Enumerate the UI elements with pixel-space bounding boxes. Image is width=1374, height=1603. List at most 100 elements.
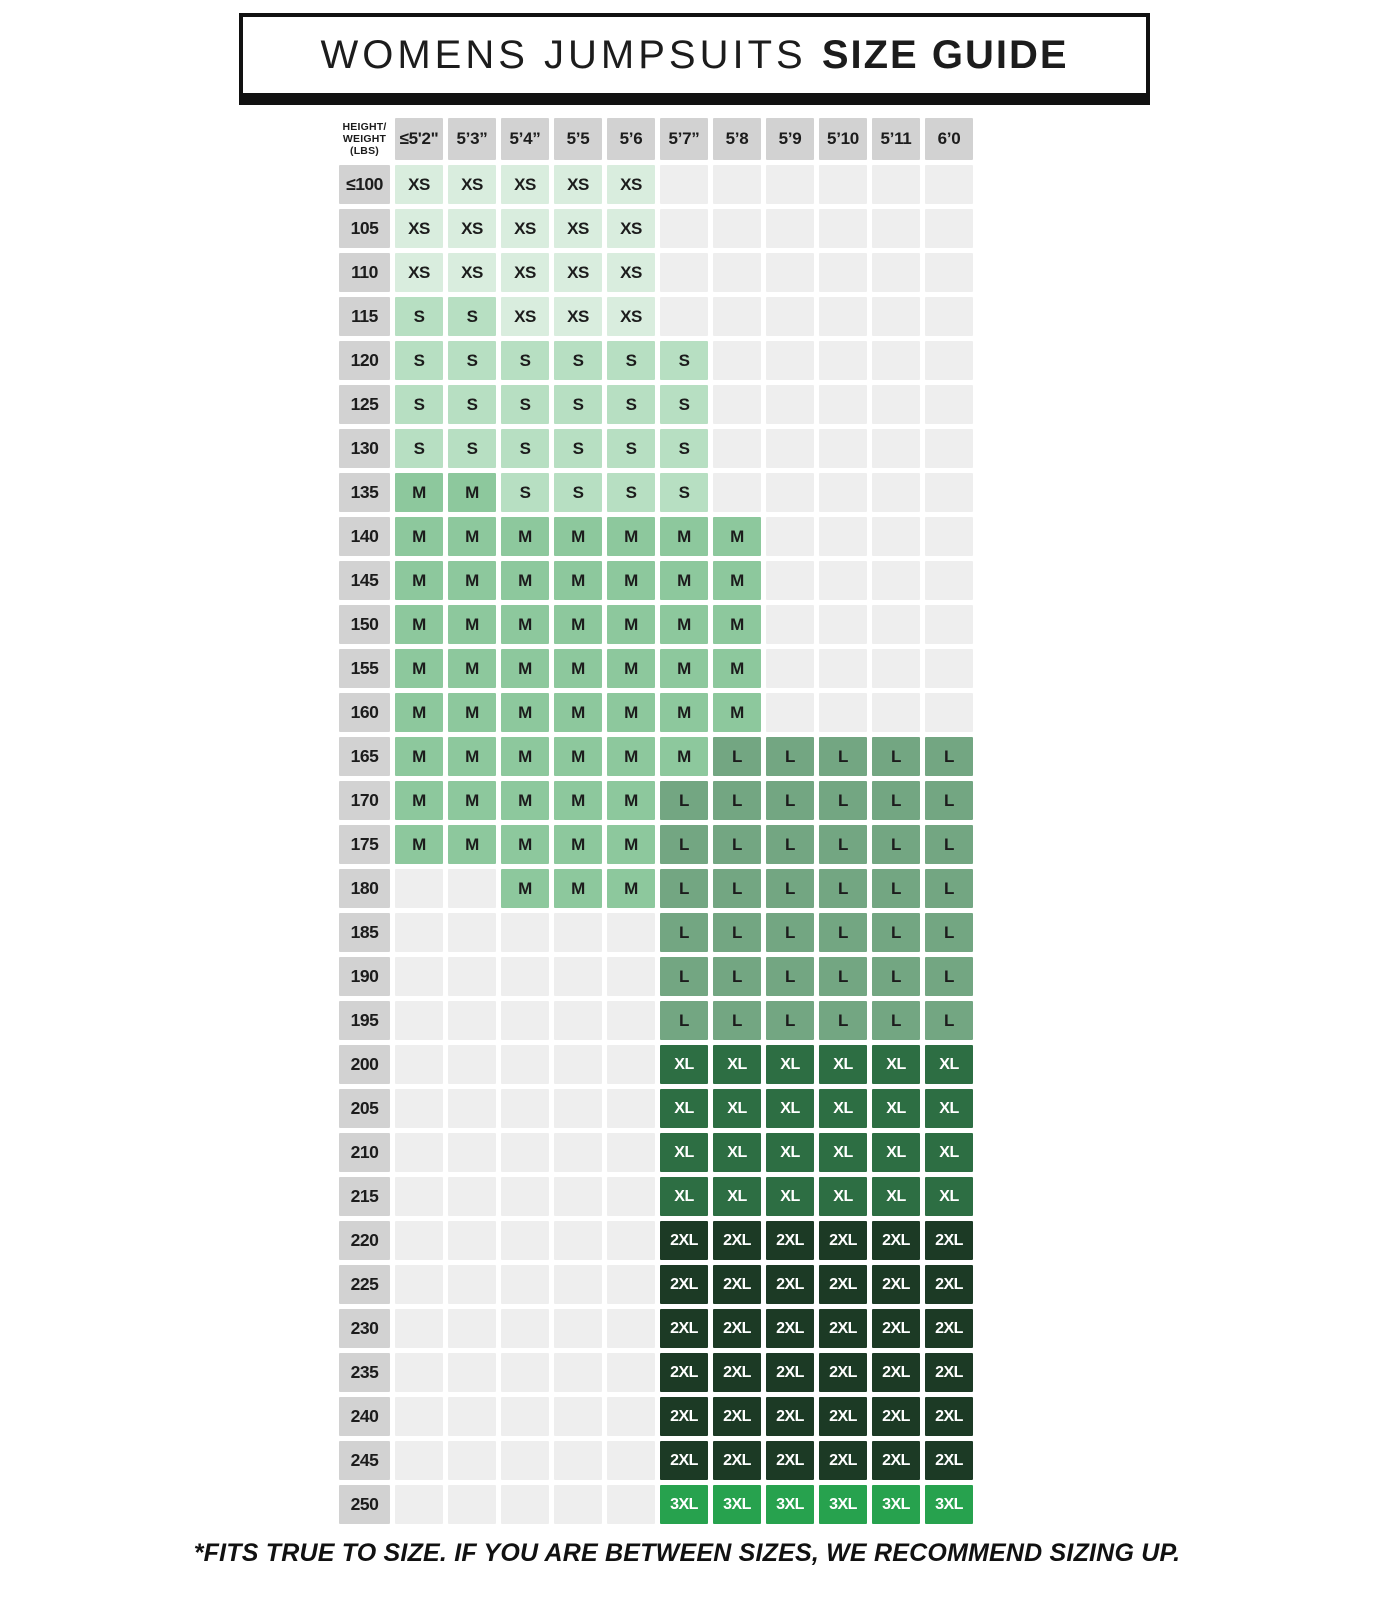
empty-cell	[395, 1353, 443, 1392]
empty-cell	[448, 1309, 496, 1348]
empty-cell	[501, 1045, 549, 1084]
empty-cell	[925, 209, 973, 248]
size-cell-2xl: 2XL	[925, 1221, 973, 1260]
size-cell-l: L	[819, 913, 867, 952]
empty-cell	[925, 473, 973, 512]
weight-row-header: 105	[339, 209, 390, 248]
size-cell-2xl: 2XL	[713, 1265, 761, 1304]
size-cell-s: S	[660, 385, 708, 424]
size-cell-s: S	[660, 429, 708, 468]
size-cell-m: M	[448, 517, 496, 556]
size-cell-m: M	[713, 517, 761, 556]
size-cell-m: M	[395, 737, 443, 776]
table-row: 240 2XL 2XL 2XL 2XL 2XL 2XL	[339, 1397, 973, 1436]
empty-cell	[501, 1221, 549, 1260]
size-cell-m: M	[713, 693, 761, 732]
size-cell-s: S	[448, 297, 496, 336]
height-column-header: 5’6	[607, 118, 655, 160]
size-cell-2xl: 2XL	[660, 1265, 708, 1304]
size-cell-m: M	[607, 869, 655, 908]
empty-cell	[554, 1265, 602, 1304]
size-cell-m: M	[395, 649, 443, 688]
height-column-header: 6’0	[925, 118, 973, 160]
table-row: 205 XL XL XL XL XL XL	[339, 1089, 973, 1128]
height-column-header: 5’10	[819, 118, 867, 160]
empty-cell	[713, 165, 761, 204]
size-cell-l: L	[660, 957, 708, 996]
size-cell-2xl: 2XL	[872, 1221, 920, 1260]
weight-row-header: 170	[339, 781, 390, 820]
size-cell-2xl: 2XL	[819, 1309, 867, 1348]
weight-row-header: 120	[339, 341, 390, 380]
size-cell-xs: XS	[448, 165, 496, 204]
size-cell-2xl: 2XL	[766, 1353, 814, 1392]
size-cell-l: L	[713, 825, 761, 864]
size-cell-l: L	[872, 957, 920, 996]
size-cell-l: L	[660, 825, 708, 864]
empty-cell	[607, 1309, 655, 1348]
size-cell-xl: XL	[713, 1177, 761, 1216]
size-cell-m: M	[554, 869, 602, 908]
table-row: 185 L L L L L L	[339, 913, 973, 952]
empty-cell	[554, 1353, 602, 1392]
size-cell-l: L	[925, 1001, 973, 1040]
empty-cell	[395, 1177, 443, 1216]
size-cell-m: M	[395, 781, 443, 820]
empty-cell	[660, 209, 708, 248]
empty-cell	[395, 1441, 443, 1480]
empty-cell	[554, 1001, 602, 1040]
empty-cell	[448, 1441, 496, 1480]
empty-cell	[448, 1353, 496, 1392]
empty-cell	[607, 913, 655, 952]
size-cell-m: M	[713, 605, 761, 644]
size-cell-m: M	[713, 649, 761, 688]
size-cell-s: S	[501, 429, 549, 468]
table-row: 165 M M M M M M L L L L L	[339, 737, 973, 776]
size-cell-l: L	[872, 781, 920, 820]
size-cell-xs: XS	[501, 209, 549, 248]
size-cell-2xl: 2XL	[660, 1309, 708, 1348]
table-row: 195 L L L L L L	[339, 1001, 973, 1040]
table-row: 170 M M M M M L L L L L L	[339, 781, 973, 820]
table-row: 110 XS XS XS XS XS	[339, 253, 973, 292]
weight-row-header: 230	[339, 1309, 390, 1348]
weight-row-header: ≤100	[339, 165, 390, 204]
empty-cell	[819, 605, 867, 644]
size-cell-3xl: 3XL	[925, 1485, 973, 1524]
size-cell-m: M	[395, 693, 443, 732]
empty-cell	[660, 253, 708, 292]
weight-row-header: 220	[339, 1221, 390, 1260]
empty-cell	[395, 1089, 443, 1128]
size-cell-s: S	[501, 473, 549, 512]
table-row: 175 M M M M M L L L L L L	[339, 825, 973, 864]
weight-row-header: 210	[339, 1133, 390, 1172]
empty-cell	[448, 1133, 496, 1172]
size-cell-m: M	[448, 825, 496, 864]
size-cell-2xl: 2XL	[660, 1441, 708, 1480]
empty-cell	[766, 341, 814, 380]
empty-cell	[819, 649, 867, 688]
size-cell-l: L	[713, 869, 761, 908]
size-cell-xl: XL	[713, 1045, 761, 1084]
empty-cell	[872, 429, 920, 468]
size-cell-xs: XS	[554, 297, 602, 336]
size-cell-xl: XL	[660, 1177, 708, 1216]
empty-cell	[819, 517, 867, 556]
size-cell-l: L	[925, 913, 973, 952]
empty-cell	[395, 957, 443, 996]
size-cell-xl: XL	[660, 1045, 708, 1084]
size-cell-l: L	[713, 781, 761, 820]
size-cell-xs: XS	[395, 209, 443, 248]
empty-cell	[872, 209, 920, 248]
empty-cell	[872, 385, 920, 424]
size-cell-xs: XS	[607, 209, 655, 248]
empty-cell	[660, 165, 708, 204]
size-cell-3xl: 3XL	[766, 1485, 814, 1524]
size-cell-xl: XL	[872, 1089, 920, 1128]
table-row: 135 M M S S S S	[339, 473, 973, 512]
empty-cell	[713, 297, 761, 336]
empty-cell	[713, 429, 761, 468]
size-cell-m: M	[607, 737, 655, 776]
size-cell-xl: XL	[819, 1045, 867, 1084]
size-cell-m: M	[448, 561, 496, 600]
